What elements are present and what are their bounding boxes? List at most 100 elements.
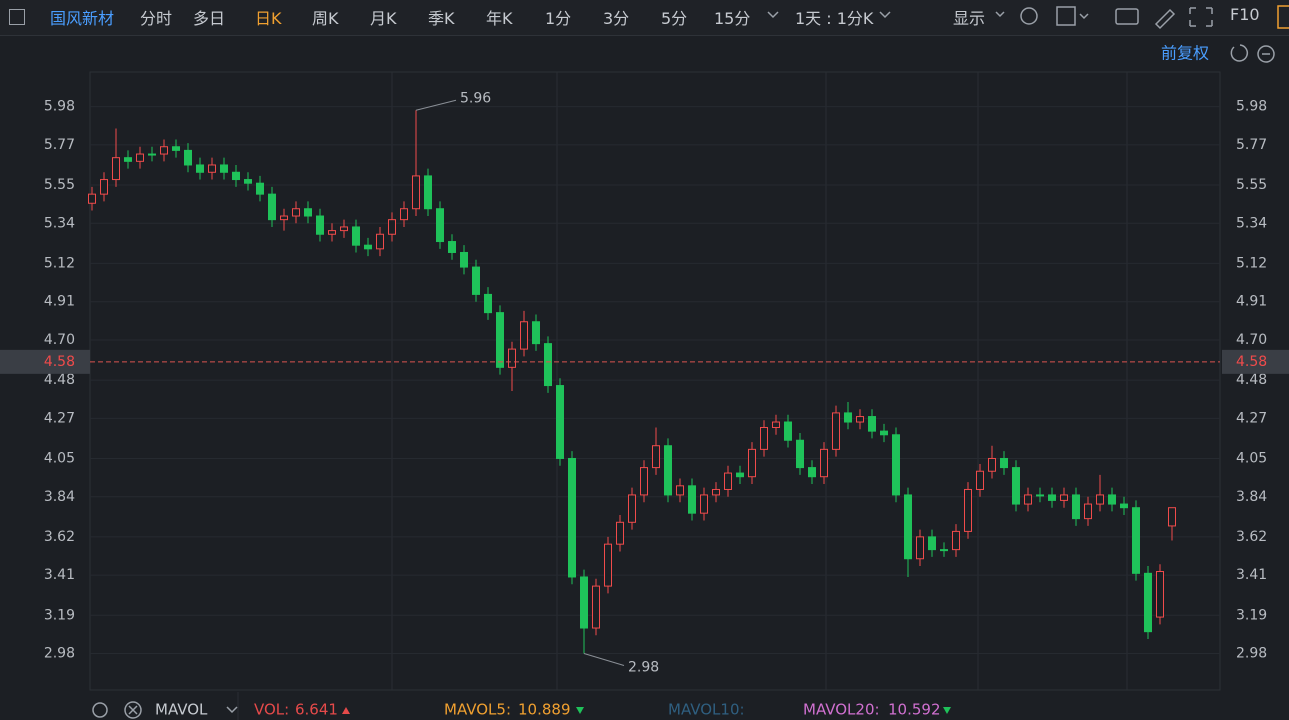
settings-icon[interactable] [1020, 7, 1038, 25]
candle-body [1144, 572, 1152, 633]
period-tab[interactable]: 15分 [714, 9, 751, 28]
y-tick-label: 4.70 [1236, 332, 1267, 348]
price-tag-bg [0, 349, 90, 374]
candle-body [436, 208, 444, 243]
zoom-out-icon[interactable] [1257, 45, 1275, 63]
candle-body [88, 193, 96, 204]
y-tick-label: 4.70 [44, 332, 75, 348]
candle-body [1168, 507, 1176, 527]
side-panel[interactable] [1277, 5, 1289, 29]
y-tick-label: 5.77 [44, 137, 75, 153]
candle-body [1012, 467, 1020, 505]
candle-body [400, 208, 408, 221]
chevron[interactable] [879, 11, 891, 19]
candle-body [616, 521, 624, 545]
candle-body [244, 179, 252, 184]
adjust-mode[interactable]: 前复权 [1161, 44, 1209, 63]
camera-icon[interactable] [1115, 8, 1139, 25]
candle-body [220, 164, 228, 173]
y-tick-label: 5.12 [1236, 255, 1267, 271]
candle-body [544, 343, 552, 387]
stock-name[interactable]: 国风新材 [50, 9, 115, 28]
period-tab[interactable]: 周K [312, 9, 339, 28]
close-icon[interactable] [124, 701, 142, 719]
candle-body [892, 434, 900, 496]
display-menu[interactable]: 显示 [953, 9, 986, 28]
checkbox-icon[interactable] [1056, 6, 1076, 26]
candle-body [568, 457, 576, 578]
pen-icon[interactable] [1154, 8, 1176, 30]
candle-body [460, 251, 468, 268]
period-tab[interactable]: 日K [255, 9, 282, 28]
ma20-label: MAVOL20: [803, 701, 880, 719]
period-tab[interactable]: 多日 [193, 9, 226, 28]
settings-icon[interactable] [92, 702, 108, 718]
candle-body [796, 439, 804, 469]
candle-body [868, 416, 876, 432]
up-arrow [342, 707, 350, 714]
y-tick-label: 4.05 [1236, 450, 1267, 466]
chevron[interactable] [226, 706, 238, 714]
chevron[interactable] [1079, 13, 1089, 20]
candle-body [136, 153, 144, 162]
undo-icon[interactable] [1230, 44, 1249, 62]
candle-body [748, 448, 756, 478]
y-tick-label: 4.27 [1236, 410, 1267, 426]
candle-body [580, 576, 588, 629]
menu-icon[interactable] [9, 9, 25, 25]
candle-body [844, 412, 852, 423]
candle-body [676, 485, 684, 496]
period-tab[interactable]: 季K [428, 9, 455, 28]
y-tick-label: 4.27 [44, 410, 75, 426]
period-tab[interactable]: 3分 [603, 9, 630, 28]
price-tag-bg [1222, 349, 1289, 374]
fullscreen-icon[interactable] [1189, 7, 1213, 27]
period-tab[interactable]: 年K [486, 9, 513, 28]
last-price-label: 4.58 [1236, 354, 1267, 370]
last-price-label: 4.58 [44, 354, 75, 370]
y-tick-label: 3.19 [1236, 607, 1267, 623]
leader-line [415, 99, 457, 111]
toolbar: 国风新材 分时 多日 日K 周K 月K 季K 年K 1分 3分 5分 15分 1天 : 1分K 显示… [0, 0, 1289, 36]
period-select[interactable]: 1天 : 1分K [795, 9, 874, 28]
indicator-name[interactable]: MAVOL [155, 701, 208, 719]
period-tab[interactable]: 分时 [140, 9, 173, 28]
period-tab[interactable]: 5分 [661, 9, 688, 28]
candle-body [940, 549, 948, 552]
candle-body [112, 157, 120, 181]
y-tick-label: 4.91 [44, 294, 75, 310]
vol-value: 6.641 [295, 701, 338, 719]
candle-body [856, 416, 864, 423]
candle-body [688, 485, 696, 514]
candle-body [472, 266, 480, 295]
candle-body [592, 585, 600, 629]
candle-body [304, 208, 312, 217]
candle-body [196, 164, 204, 173]
candle-body [448, 241, 456, 253]
candle-body [760, 426, 768, 450]
candle-body [832, 412, 840, 450]
period-tab[interactable]: 1分 [545, 9, 572, 28]
candle-body [100, 179, 108, 195]
y-tick-label: 5.55 [1236, 177, 1267, 193]
candle-body [328, 230, 336, 235]
candle-body [172, 146, 180, 151]
candle-body [340, 226, 348, 232]
candle-body [352, 226, 360, 246]
chevron[interactable] [995, 11, 1005, 18]
candle-body [1084, 503, 1092, 520]
y-tick-label: 2.98 [44, 646, 75, 662]
y-tick-label: 4.91 [1236, 294, 1267, 310]
candle-body [880, 430, 888, 436]
leader-line [583, 653, 625, 667]
candle-body [1060, 494, 1068, 501]
candle-body [772, 421, 780, 428]
f10[interactable]: F10 [1230, 5, 1260, 24]
chevron[interactable] [767, 11, 779, 19]
candle-body [232, 171, 240, 181]
period-tab[interactable]: 月K [370, 9, 397, 28]
candle-body [376, 233, 384, 250]
y-tick-label: 5.12 [44, 255, 75, 271]
candle-body [316, 215, 324, 235]
